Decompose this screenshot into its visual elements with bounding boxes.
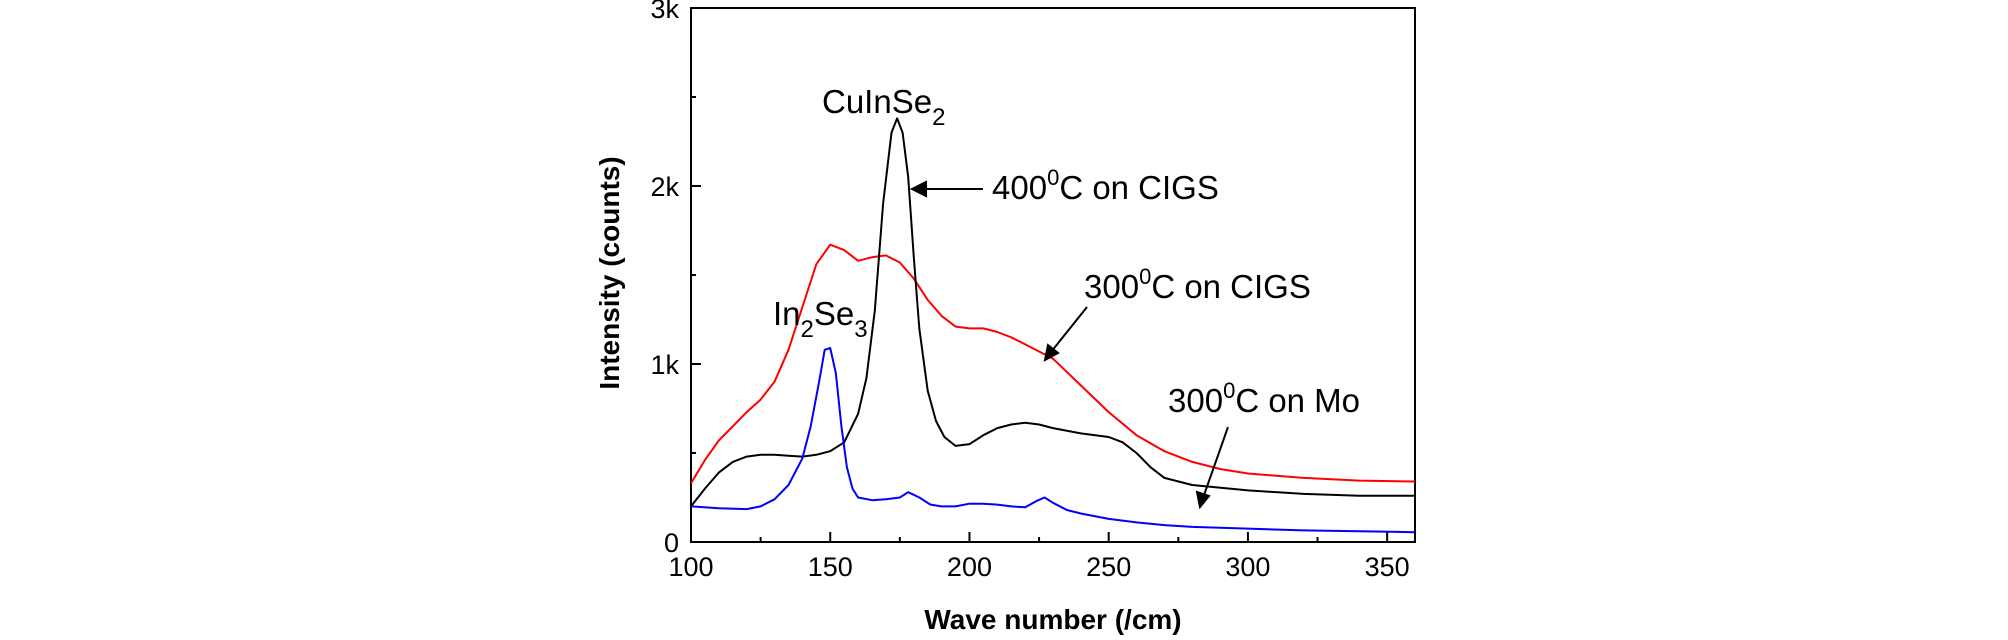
annotation-300c-mo: 3000C on Mo bbox=[1168, 378, 1360, 419]
y-tick-label: 2k bbox=[650, 172, 679, 202]
arrow-400c-head bbox=[909, 180, 927, 198]
arrow-300c-mo-line bbox=[1202, 426, 1229, 499]
y-tick-label: 0 bbox=[664, 528, 679, 558]
annotation-300c-cigs-sup: 0 bbox=[1139, 264, 1151, 289]
annotation-300c-cigs-rest: C on CIGS bbox=[1151, 268, 1311, 305]
arrow-300c-cigs-line bbox=[1050, 306, 1088, 353]
annotation-300c-cigs-main: 300 bbox=[1084, 268, 1139, 305]
y-axis-title: Intensity (counts) bbox=[594, 156, 625, 389]
x-axis-title: Wave number (/cm) bbox=[924, 604, 1181, 635]
annotation-in2se3: In2Se3 bbox=[773, 295, 868, 343]
annotation-300c-mo-rest: C on Mo bbox=[1235, 382, 1360, 419]
annotation-400c-cigs: 4000C on CIGS bbox=[992, 165, 1219, 206]
x-tick-label: 200 bbox=[947, 552, 992, 582]
annotation-400c-cigs-rest: C on CIGS bbox=[1059, 169, 1219, 206]
series-line-0 bbox=[690, 243, 1416, 484]
annotation-400c-cigs-main: 400 bbox=[992, 169, 1047, 206]
annotation-in2se3-main2: Se bbox=[814, 295, 854, 332]
arrow-300c-cigs-head bbox=[1043, 343, 1060, 362]
annotation-cuinse2-sub: 2 bbox=[932, 104, 945, 131]
x-tick-label: 350 bbox=[1365, 552, 1410, 582]
y-tick-label: 3k bbox=[650, 0, 679, 24]
x-tick-label: 300 bbox=[1225, 552, 1270, 582]
annotation-300c-mo-main: 300 bbox=[1168, 382, 1223, 419]
x-tick-label: 100 bbox=[668, 552, 713, 582]
annotation-300c-mo-sup: 0 bbox=[1223, 378, 1235, 403]
y-tick-label: 1k bbox=[650, 350, 679, 380]
annotation-arrows bbox=[909, 180, 1229, 510]
annotation-in2se3-sub: 2 bbox=[801, 316, 814, 343]
x-tick-label: 250 bbox=[1086, 552, 1131, 582]
annotation-cuinse2-main: CuInSe bbox=[822, 83, 932, 120]
x-tick-label: 150 bbox=[808, 552, 853, 582]
y-axis-ticks: 0 1k 2k 3k bbox=[650, 0, 701, 558]
annotation-cuinse2: CuInSe2 bbox=[822, 83, 945, 131]
annotation-400c-cigs-sup: 0 bbox=[1047, 165, 1059, 190]
annotation-300c-cigs: 3000C on CIGS bbox=[1084, 264, 1311, 305]
arrow-300c-mo-head bbox=[1195, 490, 1211, 510]
annotation-in2se3-sub2: 3 bbox=[854, 316, 867, 343]
annotation-in2se3-main: In bbox=[773, 295, 801, 332]
series-line-2 bbox=[690, 347, 1416, 534]
series-layer bbox=[690, 117, 1416, 534]
series-line-1 bbox=[690, 117, 1415, 508]
x-axis-ticks: 100 150 200 250 300 350 bbox=[668, 532, 1410, 582]
